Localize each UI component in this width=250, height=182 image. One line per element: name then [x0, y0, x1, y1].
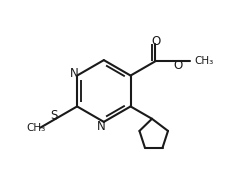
Text: S: S	[50, 109, 58, 122]
Text: O: O	[173, 59, 182, 72]
Text: CH₃: CH₃	[194, 56, 214, 66]
Text: O: O	[151, 35, 160, 48]
Text: N: N	[70, 68, 78, 80]
Text: CH₃: CH₃	[26, 124, 46, 133]
Text: N: N	[97, 120, 106, 133]
